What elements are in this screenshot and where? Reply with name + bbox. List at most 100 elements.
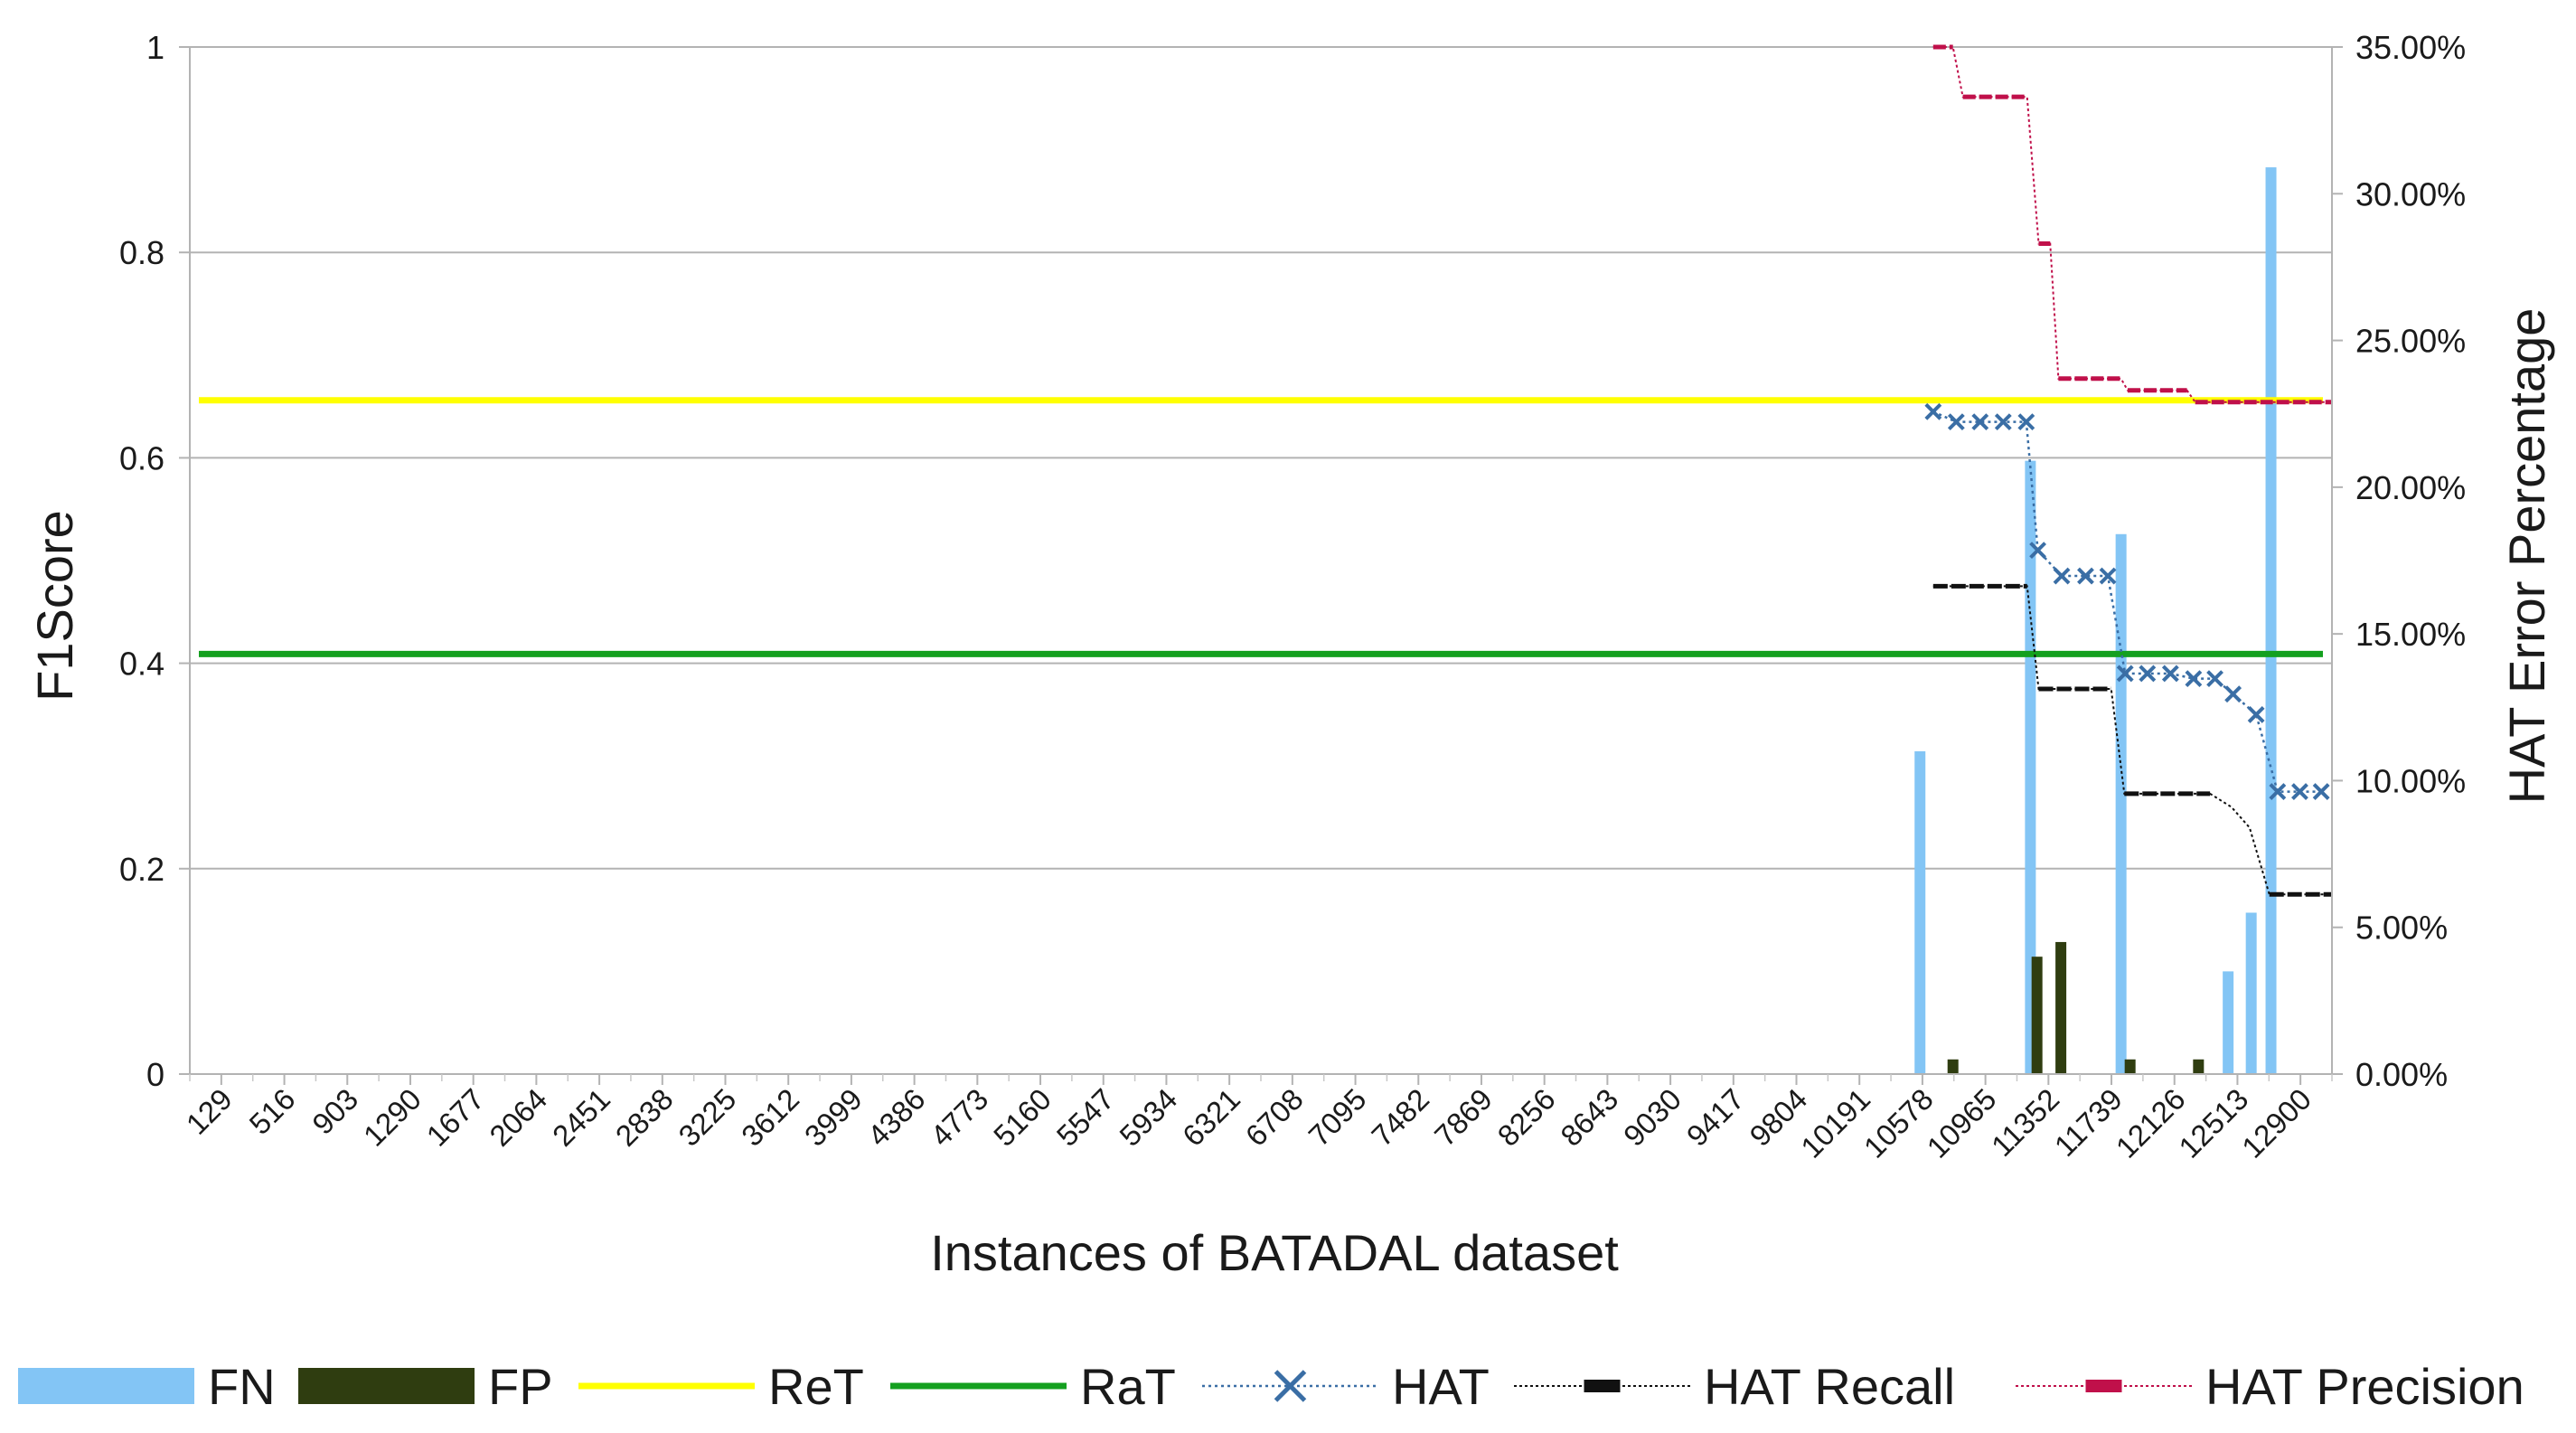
y-tick-label-right: 15.00% xyxy=(2355,616,2466,653)
x-tick-label: 12900 xyxy=(2235,1082,2317,1164)
legend-marker xyxy=(2085,1380,2122,1392)
hat-marker-stroke xyxy=(2053,567,2071,585)
y-tick-label-left: 0.4 xyxy=(119,646,165,683)
x-tick-label: 7869 xyxy=(1428,1082,1499,1153)
y-tick-label-left: 0.2 xyxy=(119,851,165,888)
legend-label: ReT xyxy=(768,1358,864,1415)
hat-point xyxy=(2206,670,2223,688)
x-tick-label: 1290 xyxy=(357,1082,428,1153)
legend-label: HAT xyxy=(1392,1358,1490,1415)
x-tick-label: 7482 xyxy=(1365,1082,1435,1153)
x-tick-label: 11352 xyxy=(1985,1082,2065,1163)
hat-point xyxy=(2291,783,2308,801)
bar-layer xyxy=(1914,167,2277,1074)
y-axis-title-right: HAT Error Percentage xyxy=(2498,308,2555,805)
x-tick-label: 3225 xyxy=(672,1082,742,1153)
hat-point xyxy=(1994,413,2012,431)
tick-labels: 00.20.40.60.810.00%5.00%10.00%15.00%20.0… xyxy=(119,29,2466,1164)
hat-point xyxy=(2017,413,2035,431)
hat-marker-stroke xyxy=(2224,685,2242,703)
legend-label: RaT xyxy=(1080,1358,1176,1415)
x-tick-label: 10191 xyxy=(1794,1082,1876,1164)
hat-point xyxy=(1971,413,1989,431)
fn-bar xyxy=(1914,750,1926,1074)
hat-point xyxy=(2077,567,2094,585)
y-tick-label-right: 0.00% xyxy=(2355,1056,2448,1093)
hat-marker-stroke xyxy=(2099,567,2117,585)
fn-bar xyxy=(2223,971,2234,1074)
x-tick-label: 10965 xyxy=(1921,1082,2003,1164)
fp-bar xyxy=(1947,1059,1959,1074)
x-tick-label: 1677 xyxy=(420,1082,491,1153)
x-tick-label: 5547 xyxy=(1050,1082,1121,1153)
hat-point xyxy=(2224,685,2242,703)
hat-marker-stroke xyxy=(2017,413,2035,431)
hat-point xyxy=(2161,665,2179,683)
hat-point xyxy=(2139,665,2157,683)
x-tick-label: 8643 xyxy=(1554,1082,1624,1153)
x-tick-label: 2838 xyxy=(609,1082,680,1153)
legend-marker xyxy=(1584,1380,1621,1392)
hat-point xyxy=(2099,567,2117,585)
hat-line xyxy=(1932,410,2322,793)
hat-precision-line xyxy=(1932,46,2332,403)
legend-swatch xyxy=(18,1368,194,1404)
hat-point xyxy=(2312,783,2330,801)
x-tick-label: 4773 xyxy=(924,1082,994,1153)
line-layer xyxy=(199,44,2332,897)
legend-label: HAT Precision xyxy=(2205,1358,2524,1415)
hat-marker-stroke xyxy=(1947,413,1965,431)
x-tick-label: 2451 xyxy=(546,1082,616,1153)
y-axis-title-left: F1Score xyxy=(26,510,83,702)
x-tick-label: 8256 xyxy=(1491,1082,1562,1153)
hat-marker-stroke xyxy=(2161,665,2179,683)
hat-marker-stroke xyxy=(2116,665,2134,683)
hat-marker-stroke xyxy=(2185,670,2203,688)
x-axis-title: Instances of BATADAL dataset xyxy=(930,1224,1619,1281)
legend-item: ReT xyxy=(578,1358,864,1415)
y-tick-label-right: 20.00% xyxy=(2355,469,2466,506)
y-tick-label-left: 0.6 xyxy=(119,439,165,476)
x-tick-label: 5160 xyxy=(987,1082,1058,1153)
hat-point xyxy=(2053,567,2071,585)
hat-point xyxy=(2269,783,2287,801)
hat-point xyxy=(2029,542,2046,560)
x-tick-label: 4386 xyxy=(860,1082,931,1153)
legend-marker xyxy=(1274,1370,1307,1402)
x-tick-label: 129 xyxy=(180,1082,239,1141)
y-tick-label-right: 30.00% xyxy=(2355,175,2466,212)
hat-marker-stroke xyxy=(2077,567,2094,585)
fp-bar xyxy=(2193,1059,2205,1074)
x-tick-label: 3612 xyxy=(735,1082,805,1153)
legend: FN FP ReT RaT HAT HAT Recall HAT Precision xyxy=(18,1358,2524,1415)
grid-lines xyxy=(190,46,2332,870)
hat-marker-stroke xyxy=(2029,542,2046,560)
fp-bar xyxy=(2124,1059,2136,1074)
fn-bar xyxy=(2265,167,2277,1074)
hat-marker-stroke xyxy=(2269,783,2287,801)
x-tick-label: 6321 xyxy=(1176,1082,1246,1153)
hat-marker-stroke xyxy=(1971,413,1989,431)
y-tick-label-right: 10.00% xyxy=(2355,762,2466,799)
x-tick-label: 11739 xyxy=(2048,1082,2129,1163)
hat-point xyxy=(2185,670,2203,688)
legend-item: FP xyxy=(298,1358,553,1415)
legend-item: FN xyxy=(18,1358,276,1415)
hat-marker-stroke xyxy=(2291,783,2308,801)
legend-label: HAT Recall xyxy=(1704,1358,1955,1415)
hat-marker-stroke xyxy=(2247,705,2265,723)
x-tick-label: 12513 xyxy=(2172,1082,2254,1164)
x-tick-label: 5934 xyxy=(1113,1082,1183,1153)
hat-point xyxy=(1924,402,1942,420)
legend-item: HAT Recall xyxy=(1514,1358,1955,1415)
y-tick-label-right: 25.00% xyxy=(2355,323,2466,360)
x-tick-label: 10578 xyxy=(1857,1082,1940,1164)
fp-bar xyxy=(2055,941,2067,1074)
x-tick-label: 3999 xyxy=(798,1082,869,1153)
fn-bar xyxy=(2245,912,2257,1074)
x-tick-label: 2064 xyxy=(483,1082,553,1153)
y-tick-label-left: 0 xyxy=(146,1056,165,1093)
x-tick-label: 903 xyxy=(306,1082,364,1141)
hat-marker-stroke xyxy=(2139,665,2157,683)
